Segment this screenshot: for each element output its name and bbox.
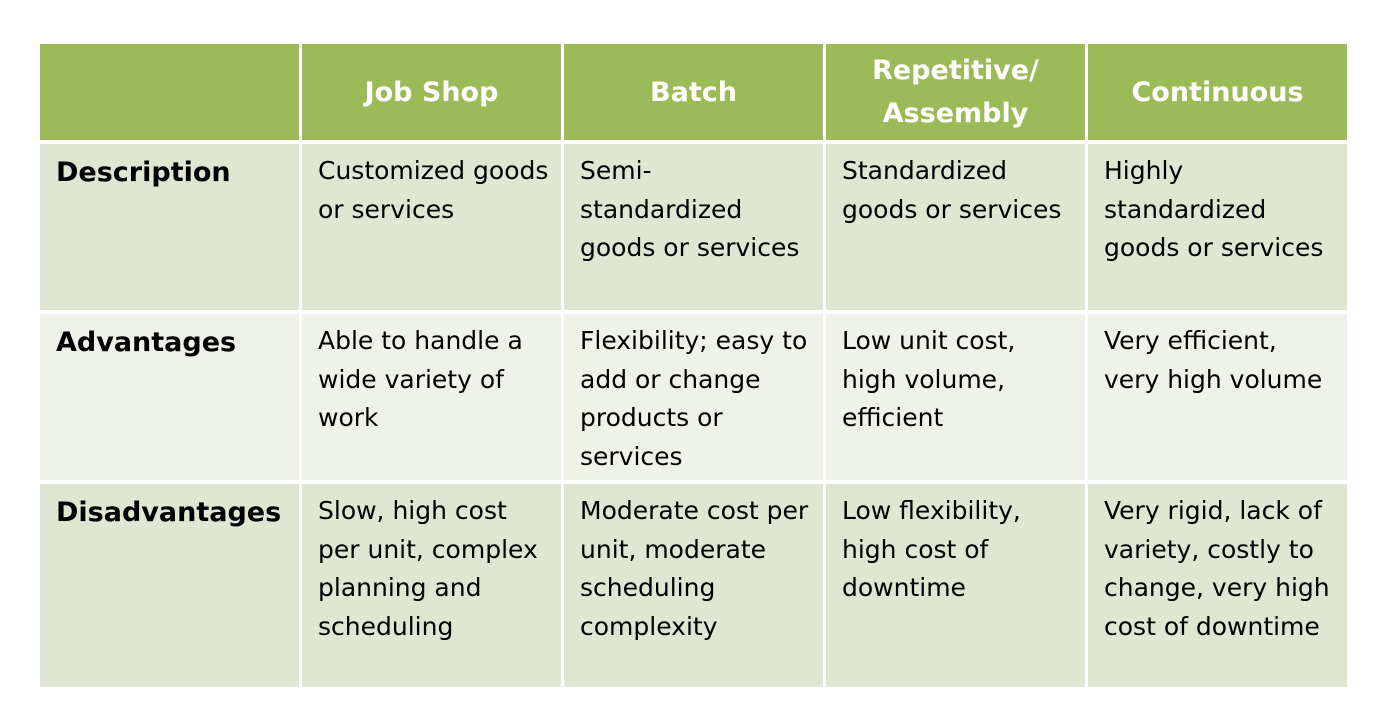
header-corner-cell	[40, 44, 299, 140]
header-batch: Batch	[564, 44, 823, 140]
table-cell: Moderate cost per unit, moderate schedul…	[564, 484, 823, 687]
row-label-advantages: Advantages	[40, 314, 299, 480]
header-continuous: Continuous	[1088, 44, 1347, 140]
table-cell: Very efficient, very high volume	[1088, 314, 1347, 480]
table-cell: Standardized goods or services	[826, 144, 1085, 310]
table-cell: Low unit cost, high volume, efficient	[826, 314, 1085, 480]
header-job-shop: Job Shop	[302, 44, 561, 140]
table-cell: Slow, high cost per unit, complex planni…	[302, 484, 561, 687]
table-cell: Flexibility; easy to add or change produ…	[564, 314, 823, 480]
table-cell: Able to handle a wide variety of work	[302, 314, 561, 480]
comparison-table: Job Shop Batch Repetitive/ Assembly Cont…	[40, 44, 1347, 687]
row-label-description: Description	[40, 144, 299, 310]
table-cell: Very rigid, lack of variety, costly to c…	[1088, 484, 1347, 687]
table-cell: Customized goods or services	[302, 144, 561, 310]
table-cell: Highly standardized goods or services	[1088, 144, 1347, 310]
row-label-disadvantages: Disadvantages	[40, 484, 299, 687]
table-cell: Low flexibility, high cost of downtime	[826, 484, 1085, 687]
header-repetitive-assembly: Repetitive/ Assembly	[826, 44, 1085, 140]
table-cell: Semi-standardized goods or services	[564, 144, 823, 310]
